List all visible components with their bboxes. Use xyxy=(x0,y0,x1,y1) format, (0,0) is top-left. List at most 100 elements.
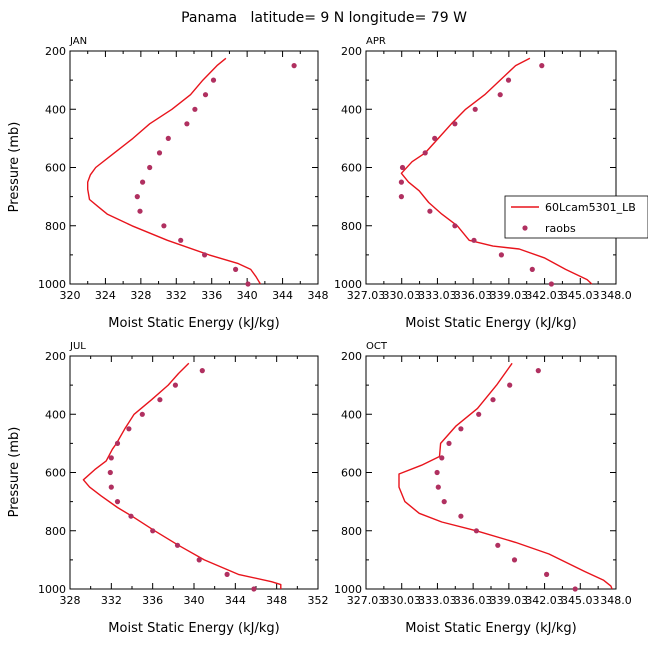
raobs-point xyxy=(435,484,441,490)
raobs-point xyxy=(511,557,518,563)
raobs-point xyxy=(495,542,501,548)
x-tick-label: 348 xyxy=(308,289,329,302)
axis-ticks xyxy=(69,50,319,285)
model-profile-line xyxy=(398,362,613,590)
axis-ticks xyxy=(365,50,617,285)
raobs-point xyxy=(174,542,181,548)
figure-title: Panama latitude= 9 N longitude= 79 W xyxy=(181,10,467,26)
raobs-point xyxy=(572,586,578,592)
x-tick-label: 333.03 xyxy=(418,289,457,302)
panel-title: APR xyxy=(366,36,386,47)
raobs-point xyxy=(245,281,251,287)
raobs-point xyxy=(108,455,114,461)
raobs-point xyxy=(535,368,541,374)
panel-apr: APR 327.03330.03333.03336.03339.03342.03… xyxy=(334,36,632,331)
legend-entry-model: 60Lcam5301_LB xyxy=(545,201,636,214)
raobs-point xyxy=(471,237,477,243)
raobs-point xyxy=(161,223,167,229)
raobs-point xyxy=(224,571,230,578)
x-tick-label: 330.03 xyxy=(382,289,421,302)
raobs-point xyxy=(196,557,202,563)
x-tick-label: 336.03 xyxy=(454,594,493,607)
x-tick-label: 327.03 xyxy=(347,289,386,302)
raobs-point xyxy=(529,266,535,272)
raobs-point xyxy=(165,135,171,141)
raobs-point xyxy=(439,455,445,461)
raobs-point xyxy=(452,121,458,127)
x-tick-label: 348 xyxy=(266,594,287,607)
raobs-point xyxy=(473,528,479,534)
legend-dot-swatch xyxy=(522,225,528,231)
x-tick-labels: 328 332 336 340 344 348 352 xyxy=(60,594,329,607)
raobs-point xyxy=(150,528,156,534)
series-dots xyxy=(134,63,297,287)
y-tick-label: 1000 xyxy=(38,583,66,596)
raobs-point xyxy=(178,237,184,243)
y-tick-label: 600 xyxy=(45,467,66,480)
y-tick-label: 600 xyxy=(341,162,362,175)
x-tick-label: 342.03 xyxy=(525,594,564,607)
raobs-point xyxy=(498,252,504,258)
y-tick-label: 600 xyxy=(341,467,362,480)
raobs-point xyxy=(126,426,132,432)
x-tick-label: 352 xyxy=(308,594,329,607)
raobs-point xyxy=(548,281,555,287)
y-tick-label: 200 xyxy=(45,350,66,363)
raobs-point xyxy=(434,469,440,476)
y-axis-label: Pressure (mb) xyxy=(7,122,22,213)
raobs-point xyxy=(157,397,163,403)
x-tick-label: 339.03 xyxy=(490,289,529,302)
y-tick-labels: 200 400 600 800 1000 xyxy=(38,350,66,596)
raobs-point xyxy=(291,63,297,69)
x-tick-label: 330.03 xyxy=(382,594,421,607)
y-tick-label: 200 xyxy=(45,45,66,58)
x-tick-label: 327.03 xyxy=(347,594,386,607)
raobs-point xyxy=(490,397,496,403)
series-lines xyxy=(400,57,593,285)
x-tick-label: 336 xyxy=(201,289,222,302)
raobs-point xyxy=(505,77,512,83)
x-tick-labels: 327.03330.03333.03336.03339.03342.03345.… xyxy=(347,289,632,302)
model-profile-line xyxy=(400,57,593,285)
raobs-point xyxy=(137,208,143,214)
raobs-point xyxy=(472,106,478,112)
y-tick-label: 600 xyxy=(45,162,66,175)
x-tick-label: 320 xyxy=(60,289,81,302)
x-tick-labels: 327.03330.03333.03336.03339.03342.03345.… xyxy=(347,594,632,607)
raobs-point xyxy=(184,121,190,127)
y-tick-labels: 200 400 600 800 1000 xyxy=(38,45,66,291)
x-tick-label: 348.0 xyxy=(600,594,632,607)
y-tick-label: 800 xyxy=(341,220,362,233)
x-tick-label: 342.03 xyxy=(525,289,564,302)
series-dots xyxy=(107,368,257,592)
x-axis-label: Moist Static Energy (kJ/kg) xyxy=(405,316,576,331)
panel-title: JAN xyxy=(69,36,87,47)
x-tick-label: 345.03 xyxy=(561,289,600,302)
panel-oct: OCT 327.03330.03333.03336.03339.03342.03… xyxy=(334,341,632,636)
x-tick-label: 328 xyxy=(60,594,81,607)
y-tick-label: 200 xyxy=(341,45,362,58)
raobs-point xyxy=(107,469,113,476)
x-tick-label: 324 xyxy=(95,289,116,302)
legend: 60Lcam5301_LB raobs xyxy=(504,195,648,239)
x-tick-label: 333.03 xyxy=(418,594,457,607)
raobs-point xyxy=(172,382,178,388)
series-dots xyxy=(434,368,578,592)
raobs-point xyxy=(497,92,503,98)
raobs-point xyxy=(202,92,209,98)
raobs-point xyxy=(422,150,428,156)
raobs-point xyxy=(458,513,464,519)
raobs-point xyxy=(147,164,153,171)
raobs-point xyxy=(539,63,545,69)
raobs-point xyxy=(140,179,146,185)
series-lines xyxy=(82,362,282,589)
y-axis-label: Pressure (mb) xyxy=(7,427,22,518)
raobs-point xyxy=(202,252,208,258)
raobs-point xyxy=(446,440,452,446)
x-tick-label: 339.03 xyxy=(490,594,529,607)
raobs-point xyxy=(128,513,134,519)
x-tick-label: 344 xyxy=(272,289,293,302)
x-tick-label: 340 xyxy=(184,594,205,607)
raobs-point xyxy=(210,77,217,83)
